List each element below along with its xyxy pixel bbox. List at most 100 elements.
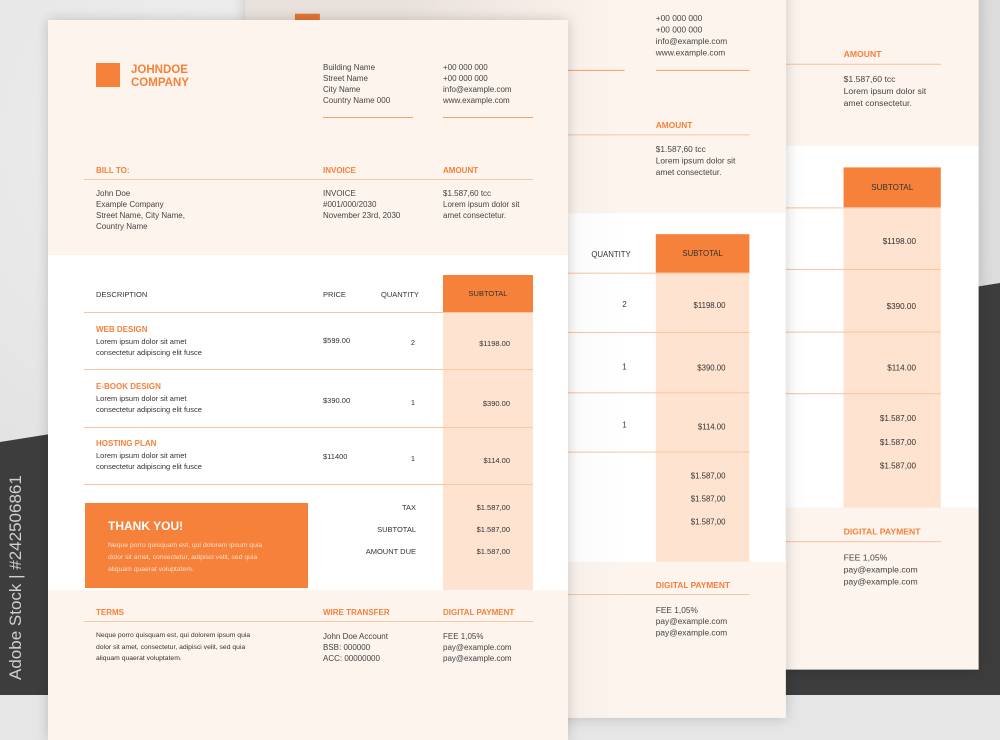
digital-line: pay@example.com xyxy=(655,616,728,627)
tax-value: $1.587,00 xyxy=(879,413,916,424)
divider xyxy=(84,179,533,180)
item-subtotal: $1198.00 xyxy=(693,300,726,311)
address-line: Street Name xyxy=(323,74,368,83)
item-title: E-BOOK DESIGN xyxy=(96,382,161,391)
digital-line: pay@example.com xyxy=(843,576,918,587)
contact-phone: +00 000 000 xyxy=(443,63,488,72)
digital-line: pay@example.com xyxy=(655,628,728,638)
thank-you-title: THANK YOU! xyxy=(108,519,184,533)
company-name-line: JOHNDOE xyxy=(131,64,188,76)
amount-details: $1.587,60 tcc Lorem ipsum dolor sit amet… xyxy=(443,188,519,221)
terms-line: aliquam quaerat voluptatem. xyxy=(96,655,182,662)
terms-text: Neque porro quisquam est, qui dolorem ip… xyxy=(96,630,250,665)
item-description: Lorem ipsum dolor sit amet consectetur ad… xyxy=(96,336,202,358)
description-header: DESCRIPTION xyxy=(96,290,148,299)
company-name: JOHNDOE COMPANY xyxy=(131,64,231,90)
digital-payment-heading: DIGITAL PAYMENT xyxy=(443,608,515,617)
wire-transfer-details: John Doe Account BSB: 000000 ACC: 000000… xyxy=(323,631,388,664)
subtotal-header-label: SUBTOTAL xyxy=(468,289,508,298)
item-quantity: 2 xyxy=(410,338,415,347)
subtotal-label: SUBTOTAL xyxy=(377,525,416,534)
amount-due-label: AMOUNT DUE xyxy=(365,547,416,556)
item-price: $390.00 xyxy=(323,396,351,405)
thank-you-line: Neque porro quisquam est, qui dolorem ip… xyxy=(108,542,263,549)
digital-payment-details: FEE 1,05% pay@example.com pay@example.co… xyxy=(844,552,918,588)
subtotal-value: $1.587,00 xyxy=(879,437,916,448)
invoice-heading: INVOICE xyxy=(323,166,356,175)
address-line: City Name xyxy=(323,85,361,94)
contact-email: info@example.com xyxy=(655,36,728,46)
amount-value: $1.587,60 tcc xyxy=(655,144,706,155)
digital-payment-heading: DIGITAL PAYMENT xyxy=(655,580,730,590)
terms-line: Neque porro quisquam est, qui dolorem ip… xyxy=(96,632,251,639)
item-quantity: 1 xyxy=(410,454,415,463)
item-desc-line: consectetur adipiscing elit fusce xyxy=(96,462,202,471)
digital-payment-heading: DIGITAL PAYMENT xyxy=(843,527,921,537)
thank-you-line: dolor sit amet, consectetur, adipisci ve… xyxy=(108,554,258,561)
amount-line: Lorem ipsum dolor sit xyxy=(655,156,736,166)
divider xyxy=(84,484,533,485)
item-subtotal: $1198.00 xyxy=(479,339,510,348)
subtotal-header-label: SUBTOTAL xyxy=(871,182,914,193)
item-quantity: 1 xyxy=(410,398,415,407)
contact-phone: +00 000 000 xyxy=(655,25,703,35)
quantity-header: QUANTITY xyxy=(591,249,631,260)
amount-line: amet consectetur. xyxy=(655,167,722,177)
item-description: Lorem ipsum dolor sit amet consectetur ad… xyxy=(96,393,202,415)
digital-line: FEE 1,05% xyxy=(443,632,484,641)
item-subtotal: $114.00 xyxy=(697,422,726,432)
divider xyxy=(84,312,533,313)
divider xyxy=(443,117,533,118)
item-description: Lorem ipsum dolor sit amet consectetur ad… xyxy=(96,450,202,472)
quantity-header: QUANTITY xyxy=(381,290,419,299)
invoice-line: INVOICE xyxy=(323,189,356,198)
thank-you-text: Neque porro quisquam est, qui dolorem ip… xyxy=(108,540,308,576)
wire-transfer-heading: WIRE TRANSFER xyxy=(323,608,390,617)
contact-website: www.example.com xyxy=(443,96,510,105)
item-desc-line: Lorem ipsum dolor sit amet xyxy=(96,451,187,460)
divider xyxy=(323,117,413,118)
terms-line: dolor sit amet, consectetur, adipisci ve… xyxy=(96,643,246,651)
bill-to-heading: BILL TO: xyxy=(96,166,130,175)
amount-line: Lorem ipsum dolor sit xyxy=(443,200,520,209)
amount-heading: AMOUNT xyxy=(655,120,693,131)
subtotal-value: $1.587,00 xyxy=(476,525,510,534)
item-subtotal: $390.00 xyxy=(886,301,916,312)
divider xyxy=(531,69,625,71)
amount-due-value: $1.587,00 xyxy=(476,547,510,556)
amount-value: $1.587,60 tcc xyxy=(443,189,492,198)
bill-to-line: John Doe xyxy=(96,189,131,198)
item-desc-line: consectetur adipiscing elit fusce xyxy=(96,405,202,414)
invoice-details: INVOICE #001/000/2030 November 23rd, 203… xyxy=(323,188,400,221)
item-subtotal: $390.00 xyxy=(482,399,510,408)
subtotal-value: $1.587,00 xyxy=(690,494,726,504)
digital-line: FEE 1,05% xyxy=(655,605,698,615)
amount-details: $1.587,60 tcc Lorem ipsum dolor sit amet… xyxy=(844,73,927,109)
stock-id-label: Adobe Stock | #242506861 xyxy=(6,475,25,680)
company-name-line: COMPANY xyxy=(131,77,189,89)
digital-line: FEE 1,05% xyxy=(843,552,888,563)
company-address: Building Name Street Name City Name Coun… xyxy=(323,62,390,106)
wire-line: John Doe Account xyxy=(323,632,388,641)
item-desc-line: consectetur adipiscing elit fusce xyxy=(96,348,202,357)
tax-label: TAX xyxy=(401,503,416,512)
item-quantity: 2 xyxy=(622,299,627,310)
subtotal-column-bg xyxy=(655,272,750,562)
header-section xyxy=(48,20,568,255)
item-desc-line: Lorem ipsum dolor sit amet xyxy=(96,394,187,403)
contact-phone: +00 000 000 xyxy=(655,13,703,24)
bill-to-details: John Doe Example Company Street Name, Ci… xyxy=(96,188,185,232)
subtotal-header: SUBTOTAL xyxy=(843,167,941,208)
divider xyxy=(84,369,533,370)
digital-line: pay@example.com xyxy=(843,564,918,575)
amount-value: $1.587,60 tcc xyxy=(843,74,896,85)
subtotal-header: SUBTOTAL xyxy=(443,275,533,312)
company-contact: +00 000 000 +00 000 000 info@example.com… xyxy=(656,13,727,59)
terms-heading: TERMS xyxy=(96,608,124,617)
wire-line: ACC: 00000000 xyxy=(323,654,380,663)
invoice-number: #001/000/2030 xyxy=(323,200,377,209)
invoice-page: JOHNDOE COMPANY Building Name Street Nam… xyxy=(48,20,568,740)
thank-you-line: aliquam quaerat voluptatem. xyxy=(108,566,194,573)
item-subtotal: $390.00 xyxy=(697,363,726,373)
item-quantity: 1 xyxy=(622,362,627,372)
